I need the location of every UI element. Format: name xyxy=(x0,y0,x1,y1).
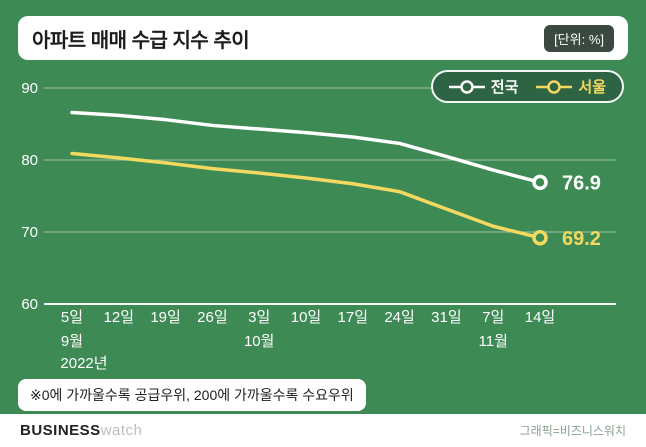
legend-item-seoul: 서울 xyxy=(536,76,606,97)
header-card: 아파트 매매 수급 지수 추이 [단위: %] xyxy=(18,16,628,60)
y-tick-label-60: 60 xyxy=(21,296,38,313)
logo-text-light: watch xyxy=(100,422,143,439)
series-end-label-1: 69.2 xyxy=(562,228,601,250)
series-end-label-0: 76.9 xyxy=(562,172,601,194)
x-tick-label-8: 31일 xyxy=(431,309,462,326)
graphic-credit: 그래픽=비즈니스워치 xyxy=(519,424,626,438)
month-label: 9월 xyxy=(61,333,83,350)
x-tick-label-9: 7일 xyxy=(482,309,504,326)
series-end-marker-1 xyxy=(532,230,548,246)
x-tick-label-4: 3일 xyxy=(248,309,270,326)
legend-item-national: 전국 xyxy=(448,76,519,97)
x-tick-label-7: 24일 xyxy=(384,309,415,326)
x-tick-label-10: 14일 xyxy=(525,309,556,326)
legend-label-seoul: 서울 xyxy=(578,79,606,96)
series-line-1 xyxy=(70,151,542,240)
y-tick-label-70: 70 xyxy=(21,224,38,241)
x-tick-label-6: 17일 xyxy=(338,309,369,326)
x-tick-label-3: 26일 xyxy=(197,309,228,326)
legend-label-national: 전국 xyxy=(490,79,519,96)
month-label: 10월 xyxy=(244,333,275,350)
line-marker-icon xyxy=(536,79,573,94)
month-label: 2022년 xyxy=(60,355,107,372)
x-tick-label-2: 19일 xyxy=(150,309,181,326)
footer-bar: BUSINESSwatch 그래픽=비즈니스워치 xyxy=(0,414,646,447)
x-tick-label-5: 10일 xyxy=(291,309,322,326)
footnote: ※0에 가까울수록 공급우위, 200에 가까울수록 수요우위 xyxy=(18,379,366,411)
footnote-text: ※0에 가까울수록 공급우위, 200에 가까울수록 수요우위 xyxy=(30,387,354,403)
y-tick-label-90: 90 xyxy=(21,80,38,97)
series-line-0 xyxy=(70,110,542,185)
x-tick-label-1: 12일 xyxy=(104,309,135,326)
businesswatch-logo: BUSINESSwatch xyxy=(20,422,142,439)
month-label: 11월 xyxy=(479,333,508,350)
page-title: 아파트 매매 수급 지수 추이 xyxy=(32,29,250,52)
x-tick-label-0: 5일 xyxy=(61,309,83,326)
unit-badge: [단위: %] xyxy=(544,24,614,52)
y-tick-label-80: 80 xyxy=(21,152,38,169)
logo-text-bold: BUSINESS xyxy=(20,422,101,439)
series-end-marker-0 xyxy=(532,174,548,191)
line-marker-icon xyxy=(448,79,485,94)
chart-legend: 전국 서울 xyxy=(430,70,624,103)
